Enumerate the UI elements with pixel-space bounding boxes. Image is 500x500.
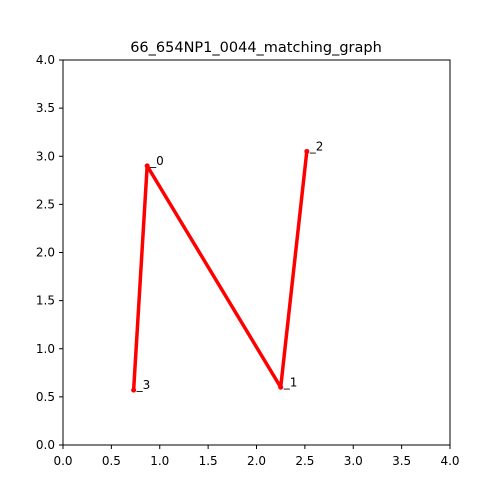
edge-0-1	[145, 164, 283, 389]
y-tick-label: 1.0	[36, 342, 55, 356]
x-tick-label: 2.0	[247, 454, 266, 468]
x-tick-label: 1.5	[199, 454, 218, 468]
x-tick-label: 0.5	[102, 454, 121, 468]
y-tick-label: 4.0	[36, 53, 55, 67]
x-tick-label: 1.0	[150, 454, 169, 468]
y-tick-label: 3.0	[36, 149, 55, 163]
node-2-label: _2	[309, 139, 324, 153]
chart-title: 66_654NP1_0044_matching_graph	[130, 40, 382, 56]
node-1-point	[278, 384, 284, 390]
node-0-label: _0	[149, 154, 164, 168]
node-3-point	[131, 387, 137, 393]
y-tick-label: 0.5	[36, 390, 55, 404]
node-3-label: _3	[136, 378, 151, 392]
y-tick-label: 1.5	[36, 294, 55, 308]
node-1-label: _1	[283, 375, 298, 389]
node-2-point	[304, 148, 310, 154]
edge-1-2	[278, 149, 309, 389]
node-0-point	[144, 163, 150, 169]
x-axis: 0.0 0.5 1.0 1.5 2.0 2.5 3.0 3.5 4.0	[53, 445, 460, 468]
y-tick-label: 2.5	[36, 197, 55, 211]
y-tick-label: 3.5	[36, 101, 55, 115]
y-axis: 0.0 0.5 1.0 1.5 2.0 2.5 3.0 3.5 4.0	[36, 53, 63, 452]
x-tick-label: 0.0	[53, 454, 72, 468]
edges-layer	[131, 149, 309, 392]
y-tick-label: 2.0	[36, 246, 55, 260]
x-tick-label: 2.5	[295, 454, 314, 468]
plot-area	[63, 60, 450, 445]
edge-3-0	[131, 164, 149, 392]
x-tick-label: 4.0	[440, 454, 459, 468]
nodes-layer: _0 _1 _2 _3	[131, 139, 324, 393]
y-tick-label: 0.0	[36, 438, 55, 452]
x-tick-label: 3.5	[392, 454, 411, 468]
x-tick-label: 3.0	[344, 454, 363, 468]
